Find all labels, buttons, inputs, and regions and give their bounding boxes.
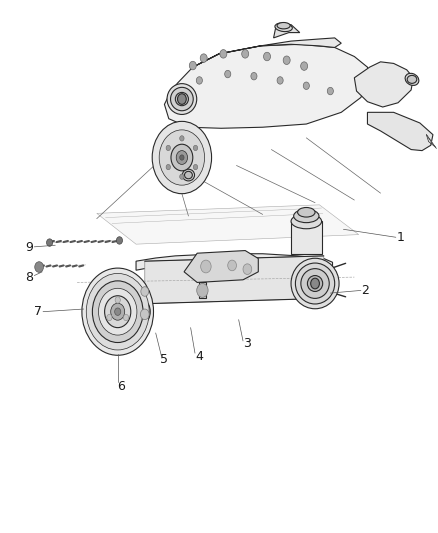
- Circle shape: [180, 174, 184, 179]
- Ellipse shape: [293, 209, 319, 223]
- Circle shape: [152, 122, 212, 193]
- Text: 2: 2: [361, 284, 369, 297]
- Circle shape: [176, 151, 187, 165]
- Circle shape: [242, 50, 249, 58]
- Circle shape: [228, 260, 237, 271]
- Circle shape: [277, 77, 283, 84]
- Ellipse shape: [307, 276, 323, 292]
- Circle shape: [180, 136, 184, 141]
- Circle shape: [300, 62, 307, 70]
- Text: 8: 8: [25, 271, 33, 284]
- Text: 4: 4: [195, 350, 203, 364]
- Ellipse shape: [184, 171, 192, 179]
- Circle shape: [201, 260, 211, 273]
- Ellipse shape: [182, 169, 194, 181]
- Ellipse shape: [405, 74, 419, 85]
- Circle shape: [177, 94, 186, 104]
- Circle shape: [283, 56, 290, 64]
- Text: 6: 6: [117, 379, 125, 393]
- Circle shape: [159, 130, 205, 185]
- Circle shape: [180, 155, 184, 160]
- Circle shape: [197, 284, 208, 297]
- Circle shape: [193, 146, 198, 151]
- Ellipse shape: [167, 84, 197, 115]
- Polygon shape: [164, 127, 188, 155]
- Polygon shape: [354, 62, 413, 107]
- Circle shape: [107, 314, 112, 321]
- Ellipse shape: [291, 214, 321, 229]
- Polygon shape: [199, 282, 206, 298]
- Circle shape: [200, 54, 207, 62]
- Polygon shape: [164, 44, 370, 128]
- Circle shape: [86, 273, 149, 350]
- Polygon shape: [291, 221, 321, 254]
- Ellipse shape: [407, 75, 417, 83]
- Text: 3: 3: [244, 337, 251, 350]
- Text: 7: 7: [34, 305, 42, 318]
- Polygon shape: [145, 256, 324, 304]
- Circle shape: [166, 146, 170, 151]
- Circle shape: [225, 70, 231, 78]
- Ellipse shape: [295, 263, 335, 304]
- Circle shape: [46, 239, 53, 246]
- Ellipse shape: [301, 269, 329, 298]
- Circle shape: [115, 297, 120, 303]
- Circle shape: [303, 82, 309, 90]
- Ellipse shape: [291, 259, 339, 309]
- Circle shape: [311, 278, 319, 289]
- Polygon shape: [367, 112, 433, 151]
- Circle shape: [171, 144, 193, 171]
- Ellipse shape: [170, 87, 193, 111]
- Circle shape: [141, 309, 149, 320]
- Circle shape: [264, 52, 271, 61]
- Circle shape: [115, 308, 121, 316]
- Ellipse shape: [277, 22, 290, 29]
- Circle shape: [193, 165, 198, 169]
- Circle shape: [99, 288, 137, 335]
- Circle shape: [166, 165, 170, 169]
- Polygon shape: [136, 254, 332, 270]
- Circle shape: [243, 264, 252, 274]
- Circle shape: [141, 287, 149, 296]
- Circle shape: [189, 61, 196, 70]
- Circle shape: [105, 296, 131, 328]
- Circle shape: [117, 237, 123, 244]
- Polygon shape: [97, 205, 359, 244]
- Circle shape: [196, 77, 202, 84]
- Polygon shape: [274, 25, 300, 38]
- Text: 1: 1: [396, 231, 404, 244]
- Text: 9: 9: [25, 241, 33, 254]
- Ellipse shape: [275, 23, 292, 31]
- Circle shape: [220, 50, 227, 58]
- Circle shape: [111, 303, 125, 320]
- Text: 5: 5: [160, 353, 169, 366]
- Polygon shape: [426, 135, 436, 149]
- Circle shape: [251, 72, 257, 80]
- Polygon shape: [193, 38, 341, 67]
- Polygon shape: [184, 251, 258, 282]
- Circle shape: [82, 268, 153, 356]
- Circle shape: [92, 281, 143, 343]
- Ellipse shape: [139, 302, 150, 322]
- Circle shape: [124, 314, 129, 321]
- Circle shape: [327, 87, 333, 95]
- Ellipse shape: [297, 207, 315, 217]
- Circle shape: [35, 262, 43, 272]
- Ellipse shape: [175, 92, 188, 106]
